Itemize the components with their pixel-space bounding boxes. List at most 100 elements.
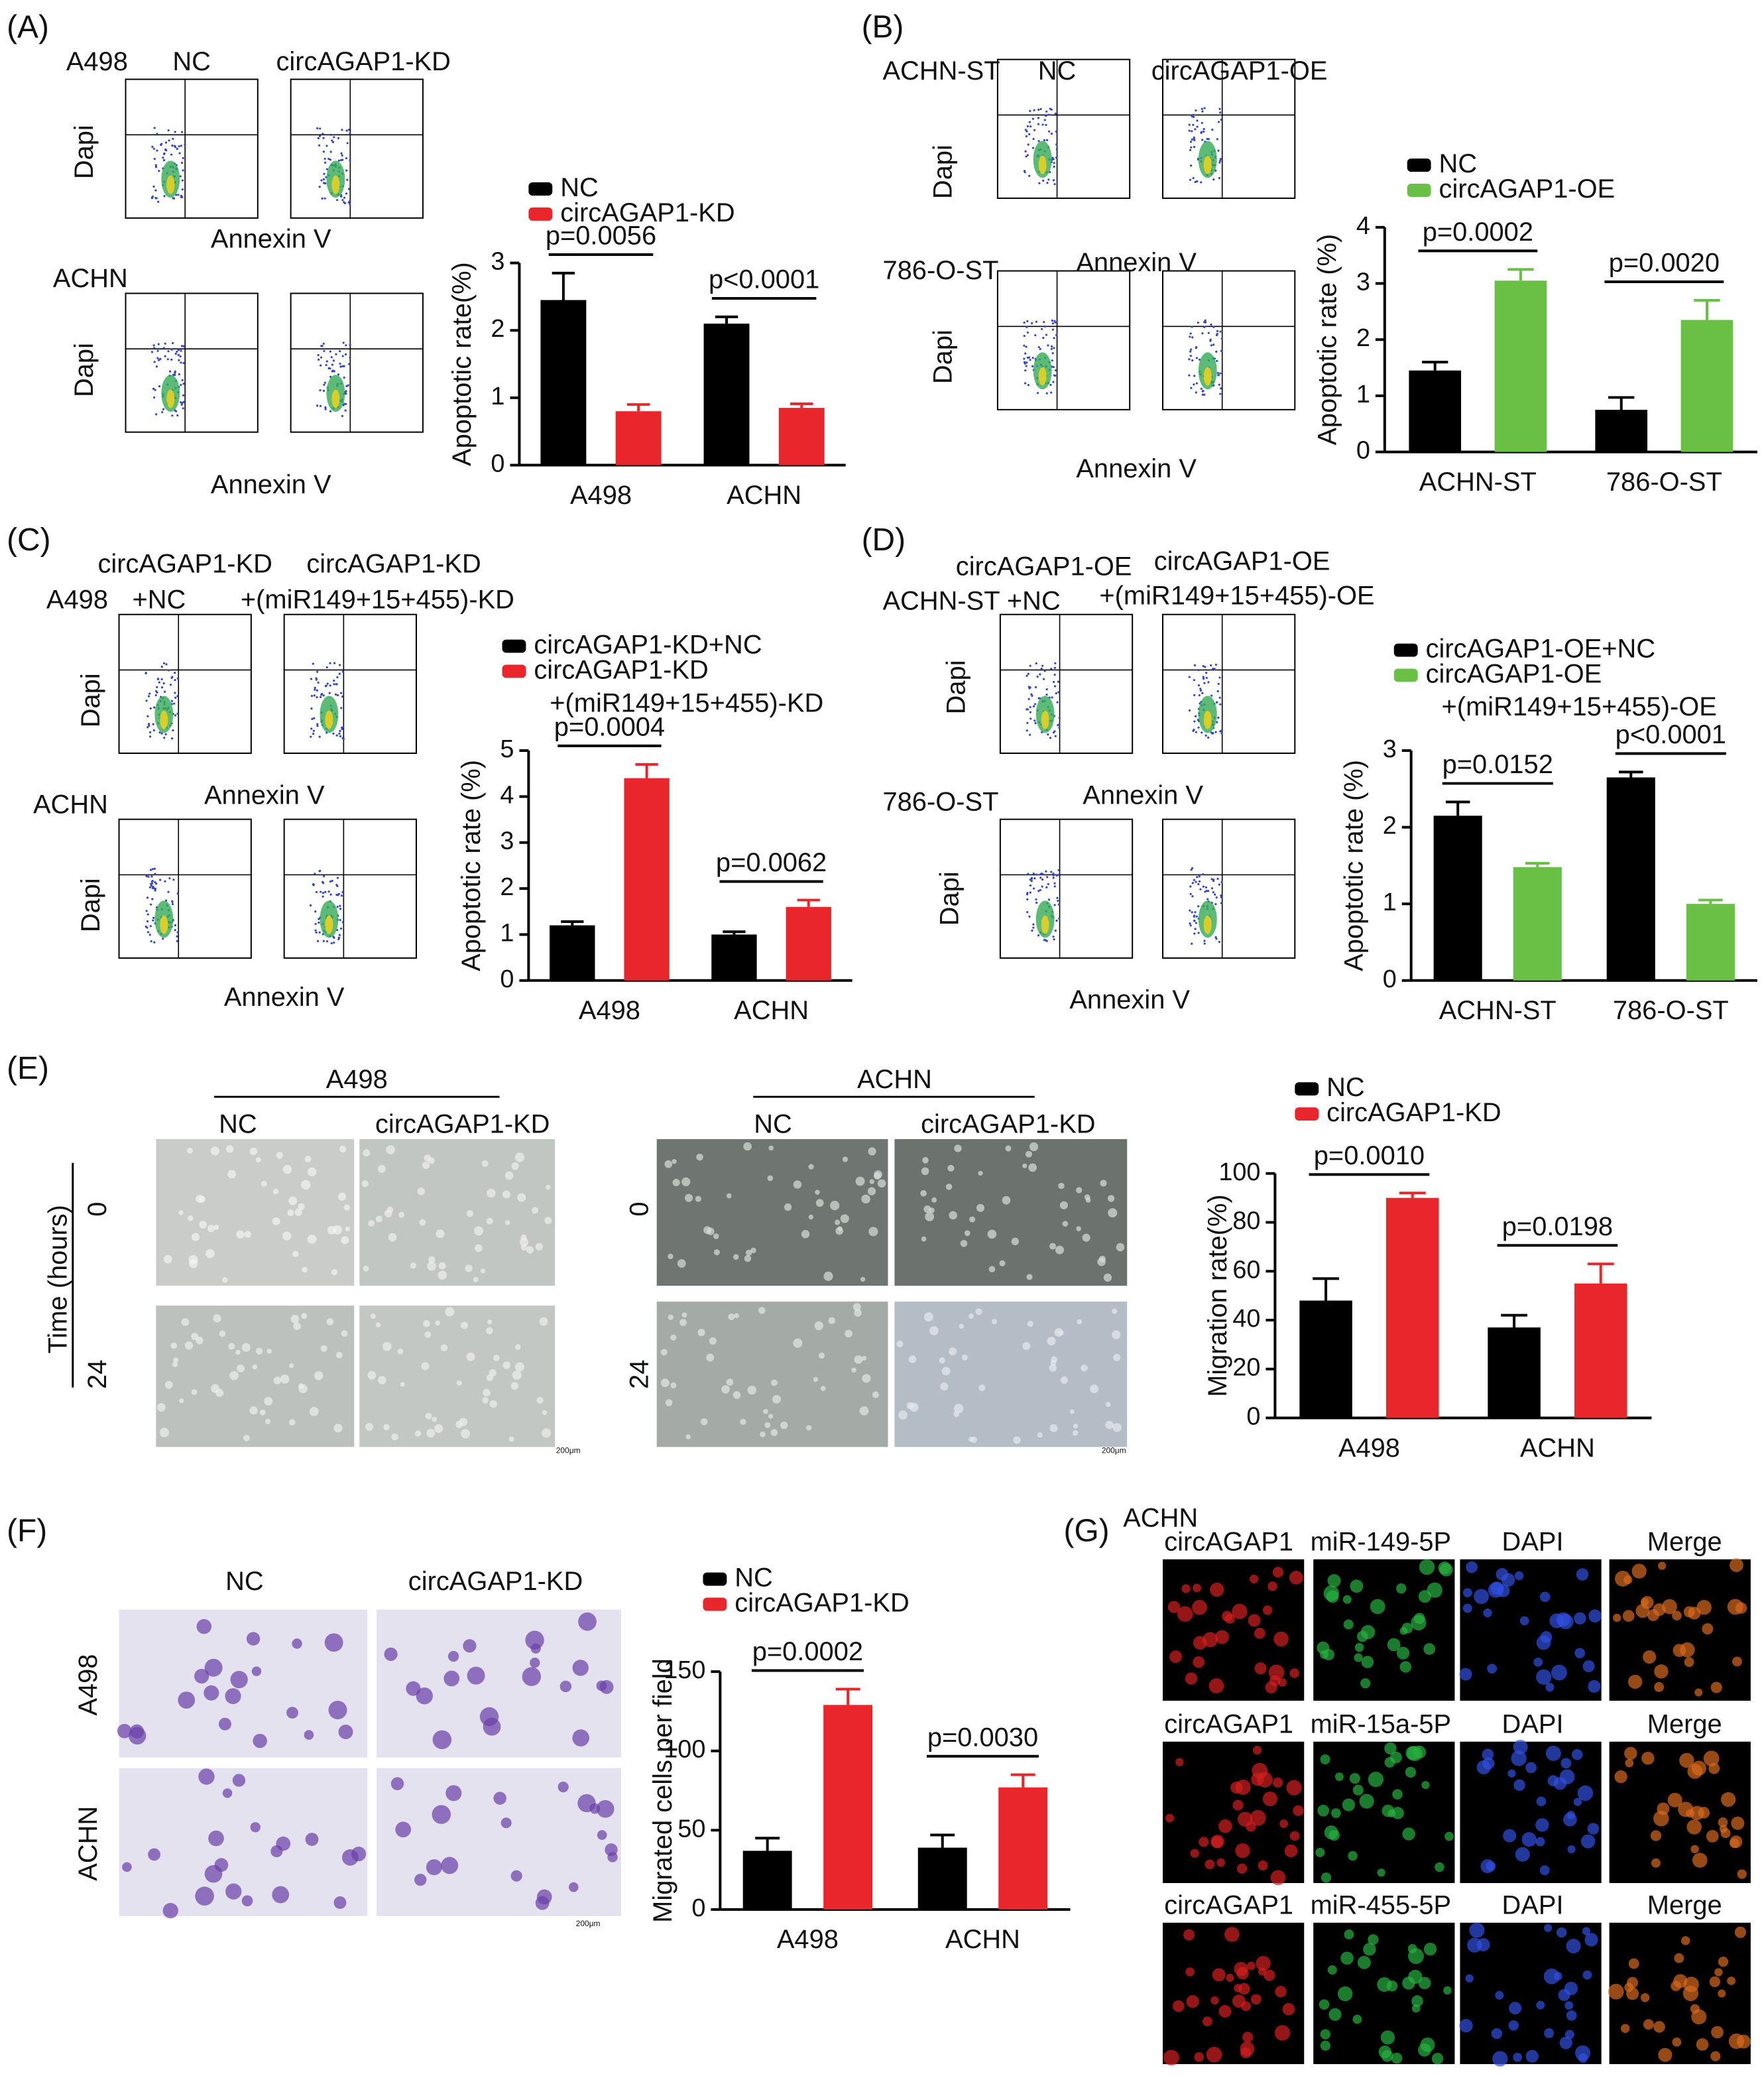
cell: [1112, 1330, 1121, 1339]
cell: [1343, 1619, 1354, 1630]
flow-event: [1210, 878, 1213, 881]
cell: [1658, 2047, 1673, 2062]
label: NC: [219, 1110, 257, 1139]
bar: [1409, 370, 1462, 452]
cell: [1026, 1274, 1033, 1280]
flow-event: [310, 678, 313, 680]
flow-event: [322, 694, 325, 697]
cell: [304, 1156, 312, 1162]
flow-event: [325, 360, 328, 363]
flow-event: [160, 678, 163, 681]
cell: [383, 1424, 390, 1431]
cell: [1186, 1994, 1199, 2008]
flow-event: [342, 341, 345, 344]
cell: [1284, 1844, 1298, 1858]
flow-event: [321, 345, 323, 347]
flow-event: [1219, 159, 1222, 162]
cell: [419, 1219, 426, 1226]
flow-event: [1056, 701, 1059, 703]
flow-event: [1054, 321, 1057, 324]
x-tick-label: ACHN: [727, 481, 801, 510]
flow-event: [1053, 885, 1056, 888]
flow-event: [1216, 330, 1219, 332]
cell: [668, 1253, 674, 1260]
p-value: p=0.0056: [546, 221, 656, 251]
cell: [1653, 1603, 1666, 1617]
cell: [1515, 1847, 1530, 1862]
flow-event: [1045, 886, 1048, 888]
flow-event: [156, 349, 159, 352]
flow-event: [1213, 668, 1216, 670]
cell: [486, 1217, 493, 1225]
flow-event: [1025, 135, 1028, 138]
bar: [1595, 410, 1648, 452]
cell: [1631, 1563, 1647, 1579]
cell: [1503, 1829, 1517, 1843]
flow-event: [343, 376, 345, 379]
cell: [432, 1416, 438, 1422]
flow-event: [314, 910, 317, 913]
flow-event: [147, 726, 149, 729]
cell: [489, 1369, 497, 1377]
flow-event: [1201, 121, 1203, 125]
flow-event: [1220, 732, 1223, 735]
flow-event: [1037, 108, 1040, 111]
cell: [1620, 2024, 1630, 2033]
flow-density: [160, 915, 168, 934]
flow-event: [149, 903, 152, 906]
cell: [1672, 1611, 1682, 1620]
cell: [1058, 1182, 1065, 1190]
flow-event: [159, 357, 162, 360]
cell: [500, 1817, 512, 1829]
flow-event: [176, 677, 179, 680]
cell: [939, 1357, 945, 1364]
cell: [1235, 1843, 1250, 1859]
flow-event: [1189, 178, 1192, 181]
flow-event: [168, 139, 170, 142]
flow-event: [1203, 128, 1205, 131]
error-bar: [1445, 800, 1470, 816]
cell: [1635, 1604, 1650, 1618]
flow-event: [1218, 676, 1221, 679]
flow-event: [1051, 696, 1053, 699]
cell: [208, 1830, 224, 1847]
flow-event: [1195, 915, 1198, 918]
flow-event: [1202, 676, 1205, 678]
cell: [1718, 1957, 1729, 1967]
flow-event: [1204, 319, 1206, 322]
flow-event: [1192, 113, 1195, 116]
flow-event: [322, 178, 325, 181]
legend-line: circAGAP1-KD: [534, 655, 708, 684]
flow-event: [1033, 129, 1036, 131]
label: Dapi: [76, 878, 105, 932]
cell: [1650, 1830, 1662, 1841]
flow-event: [180, 145, 182, 147]
flow-event: [176, 935, 178, 938]
flow-event: [1203, 393, 1206, 396]
flow-event: [178, 359, 180, 361]
flow-event: [314, 922, 317, 926]
label: A498: [66, 47, 128, 76]
label: Annexin V: [211, 224, 331, 253]
cell: [1049, 1243, 1056, 1250]
flow-event: [330, 942, 333, 945]
flow-event: [1045, 123, 1047, 127]
y-axis-label: Apoptotic rate(%): [447, 262, 477, 466]
cell: [877, 1179, 886, 1188]
cell: [272, 1886, 290, 1904]
cell: [1731, 1816, 1745, 1830]
cell: [1684, 1657, 1694, 1668]
flow-event: [1205, 886, 1208, 888]
x-tick-label: ACHN: [1520, 1434, 1595, 1463]
flow-event: [314, 688, 316, 691]
flow-event: [1053, 685, 1057, 688]
cell: [1427, 1582, 1442, 1598]
y-tick-label: 0: [691, 1894, 705, 1922]
p-value: p<0.0001: [709, 265, 819, 294]
flow-plot: [125, 292, 259, 433]
cell: [954, 1144, 962, 1152]
cell: [1492, 2051, 1508, 2067]
cell: [445, 1307, 455, 1317]
cell: [434, 1424, 443, 1434]
